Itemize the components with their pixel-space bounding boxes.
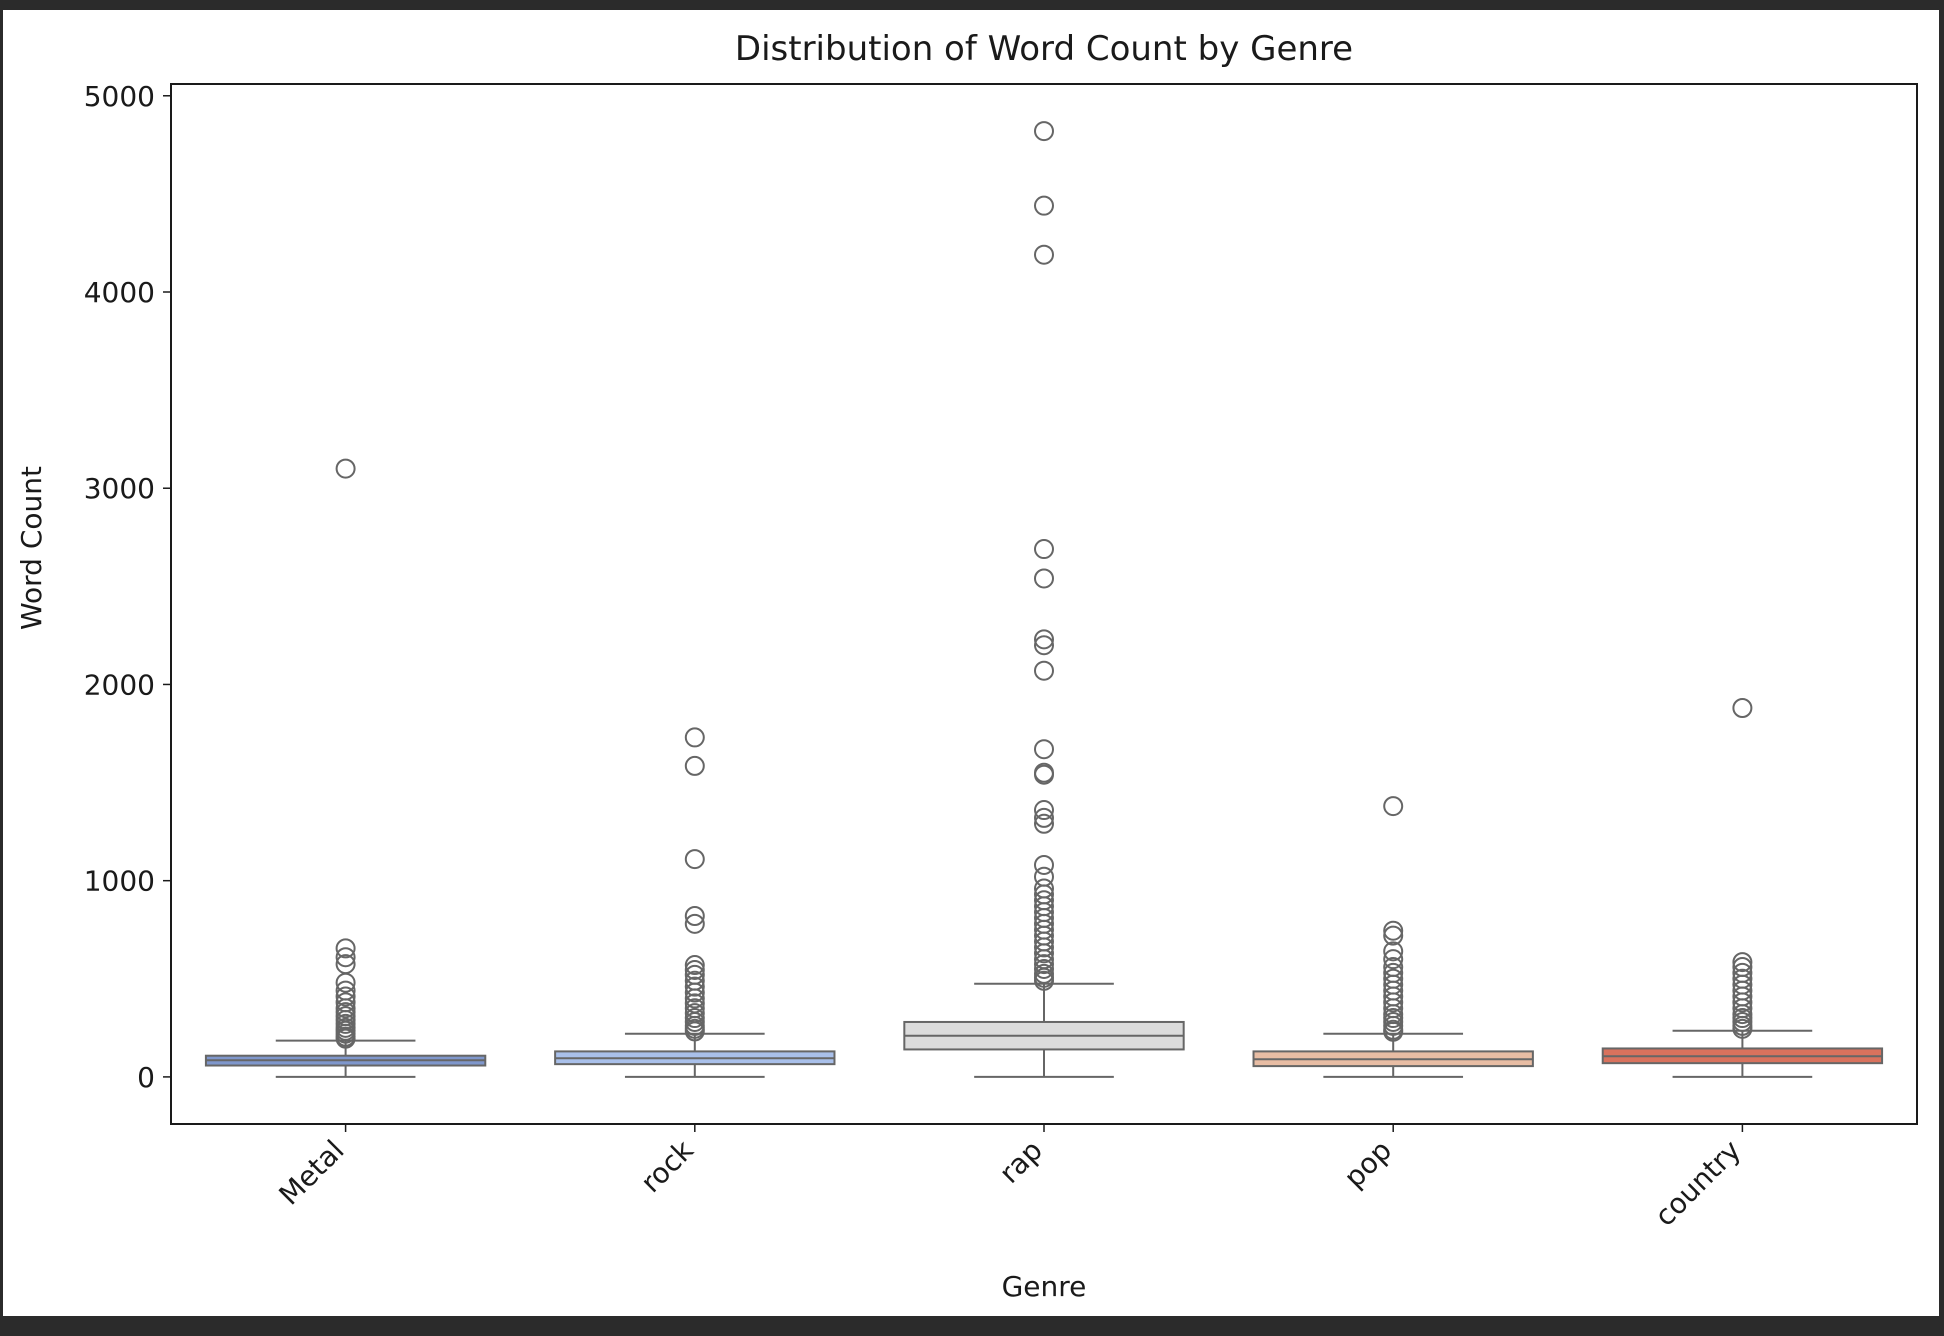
- outlier-point: [684, 955, 705, 976]
- outlier-point: [1383, 941, 1404, 962]
- x-tick-label: country: [1648, 1134, 1747, 1233]
- outlier-point: [684, 906, 705, 926]
- outlier-point: [335, 938, 356, 959]
- outlier-point: [1383, 992, 1404, 1013]
- outlier-point: [335, 986, 356, 1007]
- x-tick-label: rap: [993, 1134, 1049, 1190]
- outlier-point: [684, 1021, 705, 1042]
- outlier-point: [1034, 943, 1054, 964]
- plot-frame: [170, 83, 1918, 1125]
- y-tick-label: 0: [137, 1061, 155, 1094]
- outlier-point: [1034, 539, 1054, 560]
- box-plot: Distribution of Word Count by Genre Word…: [15, 29, 1918, 1303]
- outlier-point: [1034, 937, 1054, 958]
- y-axis-label: Word Count: [15, 466, 48, 630]
- y-tick-label: 3000: [84, 472, 155, 505]
- x-tick-label: rock: [634, 1133, 700, 1199]
- outlier-point: [1732, 1018, 1753, 1039]
- outlier-point: [1034, 800, 1054, 821]
- outlier-point: [335, 1028, 356, 1049]
- y-tick-label: 4000: [84, 276, 155, 309]
- outlier-point: [684, 727, 705, 748]
- outlier-point: [1034, 813, 1054, 834]
- outlier-point: [1383, 949, 1404, 970]
- x-tick-label: Metal: [273, 1134, 351, 1212]
- outlier-point: [684, 913, 705, 934]
- outlier-point: [1034, 121, 1054, 142]
- x-axis-label: Genre: [1002, 1270, 1087, 1303]
- outlier-point: [1034, 568, 1054, 589]
- outlier-point: [1383, 796, 1404, 817]
- outlier-point: [1034, 970, 1054, 991]
- outlier-point: [335, 458, 356, 479]
- outlier-point: [1732, 698, 1753, 718]
- outlier-point: [1034, 954, 1054, 975]
- outlier-point: [684, 849, 705, 870]
- outlier-point: [1034, 807, 1054, 828]
- outlier-point: [684, 755, 705, 776]
- outlier-point: [1383, 1021, 1404, 1042]
- y-tick-label: 1000: [84, 865, 155, 898]
- outlier-point: [684, 959, 705, 980]
- outlier-point: [684, 988, 705, 1009]
- outlier-point: [1034, 854, 1054, 875]
- outlier-point: [1034, 244, 1054, 265]
- outlier-point: [1383, 925, 1404, 946]
- plot-area: 0 1000 2000 3000 4000 5000 Metal rock rap pop coun…: [84, 80, 1884, 1233]
- chart-figure: Distribution of Word Count by Genre Word…: [3, 10, 1939, 1316]
- outlier-point: [1034, 629, 1054, 650]
- outlier-point: [335, 972, 356, 993]
- y-tick-label: 2000: [84, 668, 155, 701]
- outlier-point: [1732, 992, 1753, 1013]
- outlier-point: [1034, 660, 1054, 681]
- y-tick-label: 5000: [84, 80, 155, 113]
- outlier-point: [335, 947, 356, 968]
- outlier-point: [1732, 952, 1753, 973]
- x-tick-label: pop: [1338, 1134, 1399, 1195]
- outlier-point: [1034, 764, 1054, 785]
- chart-title: Distribution of Word Count by Genre: [735, 29, 1353, 69]
- outlier-point: [1383, 920, 1404, 941]
- outlier-point: [684, 982, 705, 1003]
- outlier-point: [1034, 635, 1054, 656]
- outlier-point: [1034, 195, 1054, 216]
- outlier-point: [684, 976, 705, 997]
- outlier-point: [1034, 958, 1054, 979]
- outlier-point: [1034, 739, 1054, 760]
